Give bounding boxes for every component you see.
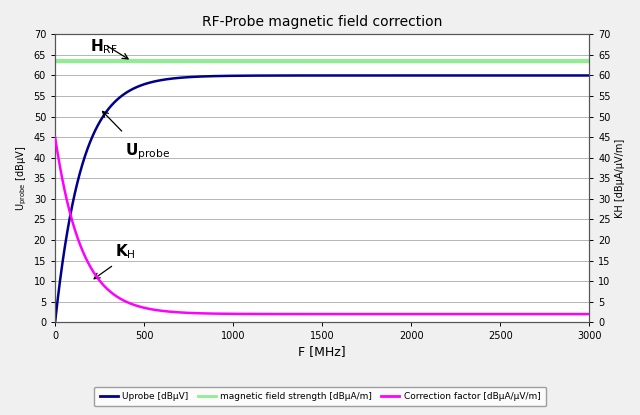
Y-axis label: U$_{\rm probe}$ [dBμV]: U$_{\rm probe}$ [dBμV] xyxy=(15,146,29,211)
Title: RF-Probe magnetic field correction: RF-Probe magnetic field correction xyxy=(202,15,442,29)
Text: U$_{\rm probe}$: U$_{\rm probe}$ xyxy=(125,141,170,162)
Y-axis label: KH [dBμA/μV/m]: KH [dBμA/μV/m] xyxy=(615,139,625,218)
Text: K$_{\rm H}$: K$_{\rm H}$ xyxy=(115,242,136,261)
Legend: Uprobe [dBμV], magnetic field strength [dBμA/m], Correction factor [dBμA/μV/m]: Uprobe [dBμV], magnetic field strength [… xyxy=(94,386,546,406)
Text: H$_{\rm RF}$: H$_{\rm RF}$ xyxy=(90,37,118,56)
X-axis label: F [MHz]: F [MHz] xyxy=(298,346,346,359)
